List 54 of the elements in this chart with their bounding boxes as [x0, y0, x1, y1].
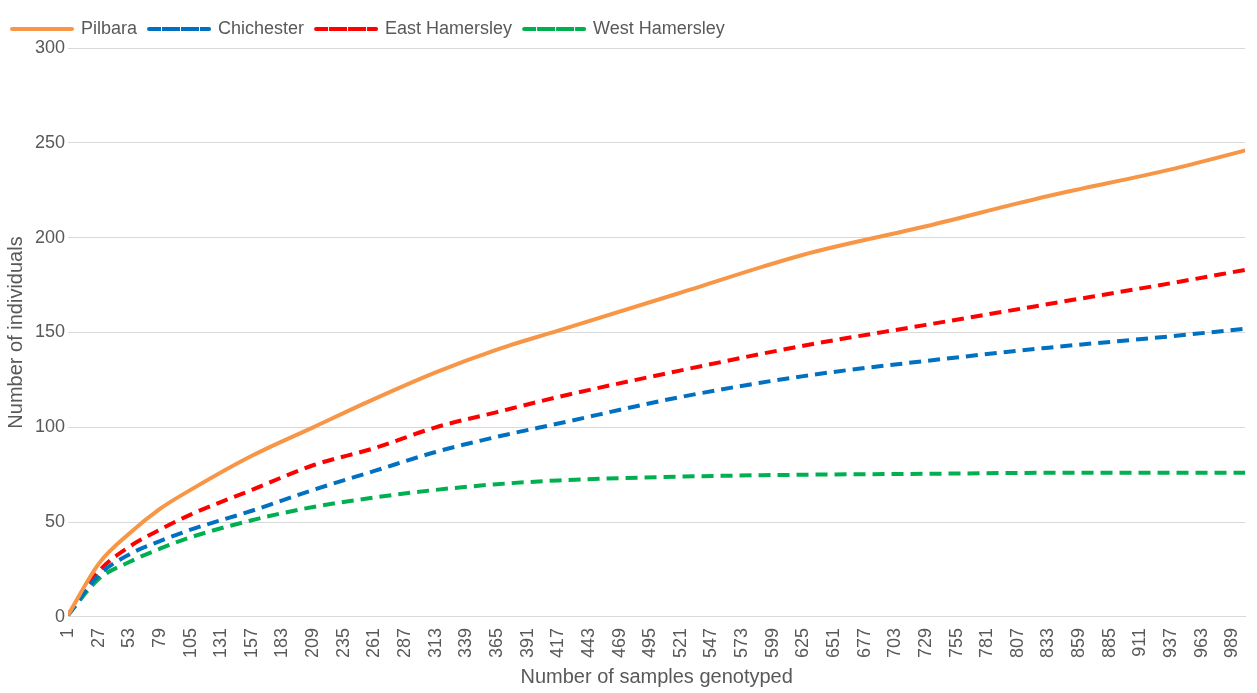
legend-label: West Hamersley [593, 17, 725, 38]
y-tick-label: 100 [34, 416, 66, 437]
legend-label: East Hamersley [385, 17, 513, 38]
x-tick-label: 859 [1068, 627, 1089, 659]
x-tick-label: 105 [179, 627, 200, 659]
x-tick-label: 599 [761, 627, 782, 659]
x-tick-label: 261 [363, 627, 384, 659]
legend-label: Pilbara [81, 17, 139, 38]
x-tick-label: 469 [608, 627, 629, 659]
x-tick-label: 521 [669, 627, 690, 659]
x-tick-label: 183 [271, 627, 292, 659]
x-tick-label: 313 [424, 627, 445, 659]
y-tick-label: 150 [34, 321, 66, 342]
x-tick-label: 157 [240, 627, 261, 659]
x-axis-title: Number of samples genotyped [520, 664, 793, 687]
legend-label: Chichester [218, 17, 305, 38]
x-tick-label: 1 [57, 627, 77, 638]
x-tick-label: 443 [577, 627, 598, 659]
x-tick-label: 235 [332, 627, 353, 659]
line-series [68, 148, 1246, 617]
x-tick-label: 27 [87, 627, 108, 648]
x-tick-label: 755 [945, 627, 966, 659]
x-tick-label: 547 [700, 627, 721, 659]
x-tick-label: 625 [792, 627, 813, 659]
x-tick-label: 495 [639, 627, 660, 659]
x-tick-label: 131 [210, 627, 231, 659]
x-tick-label: 729 [914, 627, 935, 659]
y-tick-label: 300 [34, 36, 66, 57]
line-series [68, 326, 1246, 617]
x-tick-label: 573 [731, 627, 752, 659]
x-tick-label: 781 [976, 627, 997, 659]
x-tick-label: 703 [884, 627, 905, 659]
x-tick-label: 417 [547, 627, 568, 659]
y-tick-label: 50 [45, 511, 66, 532]
x-tick-label: 365 [485, 627, 506, 659]
x-tick-label: 937 [1160, 627, 1180, 659]
x-tick-label: 963 [1190, 627, 1211, 659]
x-tick-label: 287 [394, 627, 415, 659]
x-tick-label: 885 [1098, 627, 1119, 659]
x-tick-label: 989 [1221, 627, 1242, 659]
y-axis-title: Number of individuals [3, 236, 26, 429]
x-tick-label: 677 [853, 627, 874, 659]
x-tick-label: 79 [148, 627, 169, 648]
y-tick-label: 250 [34, 131, 66, 152]
x-tick-label: 833 [1037, 627, 1058, 659]
x-tick-label: 339 [455, 627, 476, 659]
x-tick-label: 209 [302, 627, 323, 659]
x-tick-label: 807 [1006, 627, 1027, 659]
x-tick-label: 53 [118, 627, 139, 648]
x-tick-label: 911 [1129, 627, 1150, 657]
x-tick-label: 391 [516, 627, 537, 659]
x-tick-label: 651 [822, 627, 843, 659]
y-tick-label: 200 [34, 226, 66, 247]
y-tick-label: 0 [55, 605, 66, 626]
